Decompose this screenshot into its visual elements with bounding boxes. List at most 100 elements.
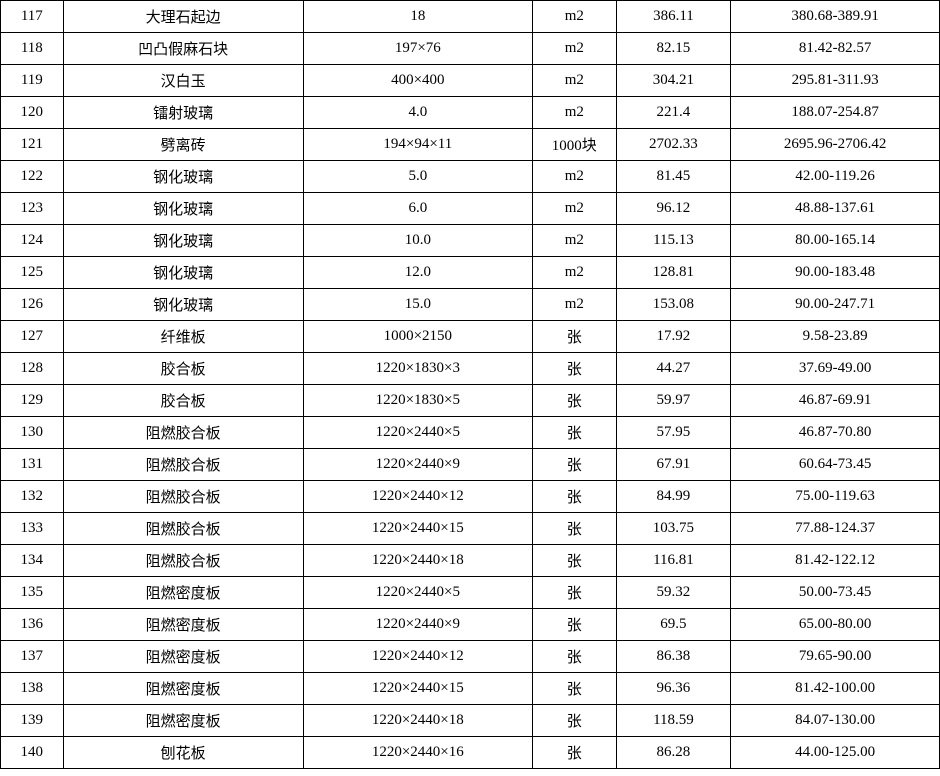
- cell-unit: m2: [533, 161, 616, 193]
- cell-unit: 张: [533, 673, 616, 705]
- table-row: 126钢化玻璃15.0m2153.0890.00-247.71: [1, 289, 940, 321]
- cell-name: 刨花板: [63, 737, 303, 769]
- cell-unit: 张: [533, 385, 616, 417]
- cell-price: 59.32: [616, 577, 731, 609]
- cell-range: 295.81-311.93: [731, 65, 940, 97]
- cell-spec: 1220×2440×18: [303, 705, 533, 737]
- cell-id: 120: [1, 97, 64, 129]
- cell-unit: m2: [533, 65, 616, 97]
- cell-range: 44.00-125.00: [731, 737, 940, 769]
- cell-unit: m2: [533, 289, 616, 321]
- cell-unit: 张: [533, 481, 616, 513]
- cell-price: 69.5: [616, 609, 731, 641]
- cell-id: 140: [1, 737, 64, 769]
- cell-name: 阻燃密度板: [63, 609, 303, 641]
- cell-id: 128: [1, 353, 64, 385]
- cell-range: 46.87-69.91: [731, 385, 940, 417]
- cell-spec: 1220×2440×16: [303, 737, 533, 769]
- cell-range: 42.00-119.26: [731, 161, 940, 193]
- table-body: 117大理石起边18m2386.11380.68-389.91118凹凸假麻石块…: [1, 1, 940, 769]
- cell-id: 121: [1, 129, 64, 161]
- cell-range: 60.64-73.45: [731, 449, 940, 481]
- cell-range: 48.88-137.61: [731, 193, 940, 225]
- table-row: 127纤维板1000×2150张17.929.58-23.89: [1, 321, 940, 353]
- cell-price: 96.36: [616, 673, 731, 705]
- table-row: 134阻燃胶合板1220×2440×18张116.8181.42-122.12: [1, 545, 940, 577]
- cell-unit: 张: [533, 705, 616, 737]
- cell-id: 129: [1, 385, 64, 417]
- cell-spec: 1220×2440×15: [303, 513, 533, 545]
- cell-range: 2695.96-2706.42: [731, 129, 940, 161]
- cell-spec: 197×76: [303, 33, 533, 65]
- table-row: 140刨花板1220×2440×16张86.2844.00-125.00: [1, 737, 940, 769]
- table-row: 136阻燃密度板1220×2440×9张69.565.00-80.00: [1, 609, 940, 641]
- table-row: 118凹凸假麻石块197×76m282.1581.42-82.57: [1, 33, 940, 65]
- cell-name: 阻燃密度板: [63, 705, 303, 737]
- cell-id: 130: [1, 417, 64, 449]
- table-row: 123钢化玻璃6.0m296.1248.88-137.61: [1, 193, 940, 225]
- cell-price: 82.15: [616, 33, 731, 65]
- cell-name: 劈离砖: [63, 129, 303, 161]
- cell-spec: 1220×2440×12: [303, 481, 533, 513]
- cell-name: 阻燃密度板: [63, 673, 303, 705]
- cell-id: 122: [1, 161, 64, 193]
- cell-unit: 张: [533, 449, 616, 481]
- cell-name: 纤维板: [63, 321, 303, 353]
- cell-spec: 1220×2440×9: [303, 449, 533, 481]
- cell-price: 96.12: [616, 193, 731, 225]
- cell-id: 131: [1, 449, 64, 481]
- cell-name: 凹凸假麻石块: [63, 33, 303, 65]
- cell-spec: 4.0: [303, 97, 533, 129]
- cell-price: 86.28: [616, 737, 731, 769]
- cell-price: 44.27: [616, 353, 731, 385]
- cell-name: 阻燃密度板: [63, 641, 303, 673]
- cell-unit: 张: [533, 545, 616, 577]
- cell-id: 124: [1, 225, 64, 257]
- cell-spec: 400×400: [303, 65, 533, 97]
- cell-unit: 张: [533, 609, 616, 641]
- table-row: 129胶合板1220×1830×5张59.9746.87-69.91: [1, 385, 940, 417]
- table-row: 120镭射玻璃4.0m2221.4188.07-254.87: [1, 97, 940, 129]
- cell-id: 137: [1, 641, 64, 673]
- cell-id: 126: [1, 289, 64, 321]
- cell-unit: 1000块: [533, 129, 616, 161]
- cell-range: 81.42-82.57: [731, 33, 940, 65]
- cell-spec: 12.0: [303, 257, 533, 289]
- cell-id: 119: [1, 65, 64, 97]
- cell-name: 阻燃胶合板: [63, 545, 303, 577]
- cell-id: 125: [1, 257, 64, 289]
- cell-price: 128.81: [616, 257, 731, 289]
- cell-spec: 1220×2440×9: [303, 609, 533, 641]
- cell-id: 133: [1, 513, 64, 545]
- cell-unit: m2: [533, 257, 616, 289]
- cell-price: 81.45: [616, 161, 731, 193]
- cell-id: 138: [1, 673, 64, 705]
- cell-price: 57.95: [616, 417, 731, 449]
- cell-price: 304.21: [616, 65, 731, 97]
- table-row: 121劈离砖194×94×111000块2702.332695.96-2706.…: [1, 129, 940, 161]
- cell-name: 汉白玉: [63, 65, 303, 97]
- cell-spec: 1000×2150: [303, 321, 533, 353]
- cell-spec: 15.0: [303, 289, 533, 321]
- table-row: 130阻燃胶合板1220×2440×5张57.9546.87-70.80: [1, 417, 940, 449]
- cell-unit: 张: [533, 353, 616, 385]
- cell-name: 钢化玻璃: [63, 257, 303, 289]
- cell-range: 188.07-254.87: [731, 97, 940, 129]
- cell-price: 17.92: [616, 321, 731, 353]
- materials-price-table: 117大理石起边18m2386.11380.68-389.91118凹凸假麻石块…: [0, 0, 940, 769]
- cell-range: 75.00-119.63: [731, 481, 940, 513]
- cell-spec: 1220×2440×5: [303, 577, 533, 609]
- cell-price: 116.81: [616, 545, 731, 577]
- cell-id: 132: [1, 481, 64, 513]
- cell-id: 117: [1, 1, 64, 33]
- cell-name: 阻燃胶合板: [63, 513, 303, 545]
- cell-spec: 1220×2440×12: [303, 641, 533, 673]
- cell-id: 134: [1, 545, 64, 577]
- cell-id: 139: [1, 705, 64, 737]
- cell-unit: 张: [533, 513, 616, 545]
- cell-name: 钢化玻璃: [63, 289, 303, 321]
- cell-unit: m2: [533, 97, 616, 129]
- cell-id: 118: [1, 33, 64, 65]
- cell-range: 50.00-73.45: [731, 577, 940, 609]
- table-row: 133阻燃胶合板1220×2440×15张103.7577.88-124.37: [1, 513, 940, 545]
